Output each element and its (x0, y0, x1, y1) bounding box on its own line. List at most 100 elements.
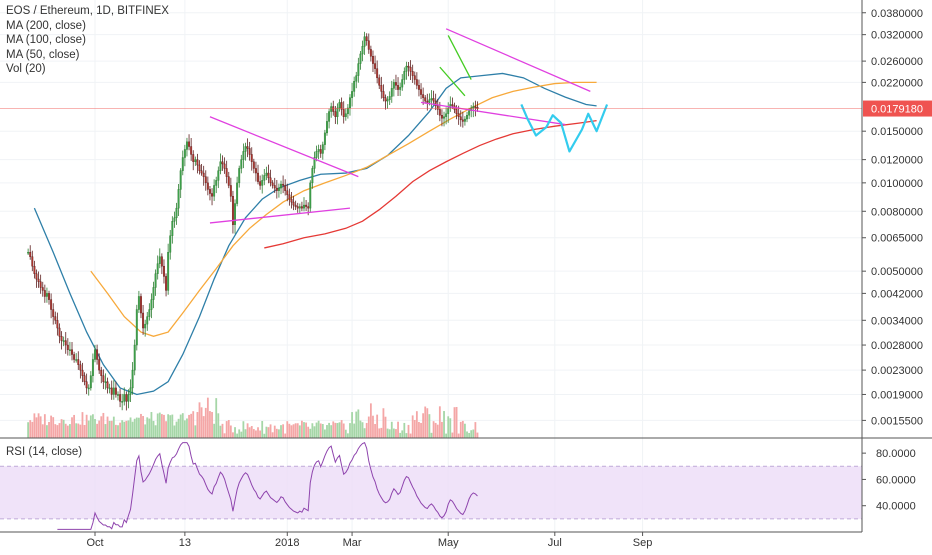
volume-bar-76 (186, 418, 188, 438)
volume-bar-192 (428, 414, 431, 438)
volume-bar-140 (319, 423, 322, 438)
volume-bar-119 (275, 428, 278, 438)
candle-body-138 (315, 151, 318, 158)
volume-bar-135 (309, 428, 312, 438)
candle-body-97 (229, 185, 232, 197)
candle-body-160 (361, 46, 364, 55)
volume-bar-86 (206, 397, 209, 438)
time-tick-label-5: Jul (548, 537, 562, 549)
candle-body-7 (41, 287, 44, 291)
volume-bar-123 (284, 433, 287, 438)
price-tick-label-12: 0.0028000 (871, 340, 923, 352)
candle-body-31 (91, 359, 94, 376)
candle-body-154 (349, 97, 351, 109)
volume-bar-71 (175, 421, 178, 438)
volume-bar-202 (449, 418, 452, 438)
candle-body-186 (415, 79, 418, 86)
price-tick-label-5: 0.0120000 (871, 155, 923, 167)
volume-bar-41 (112, 416, 115, 438)
volume-bar-165 (372, 415, 374, 438)
volume-bar-18 (64, 423, 67, 438)
candle-body-25 (79, 364, 82, 371)
volume-bar-203 (451, 432, 454, 438)
volume-bar-110 (257, 427, 259, 438)
volume-bar-149 (338, 422, 341, 438)
volume-bar-28 (85, 414, 88, 438)
candle-body-152 (344, 113, 347, 117)
volume-bar-2 (31, 421, 34, 438)
volume-bar-84 (202, 416, 205, 438)
candle-body-122 (282, 183, 285, 186)
candle-body-133 (305, 204, 308, 207)
volume-bar-32 (94, 419, 96, 438)
candle-body-176 (395, 82, 397, 86)
rsi-tick-label-1: 60.0000 (876, 474, 916, 486)
candle-body-93 (221, 161, 224, 165)
volume-bar-171 (384, 416, 387, 438)
volume-bar-185 (413, 419, 416, 438)
candle-body-26 (81, 369, 84, 376)
volume-bar-173 (388, 429, 391, 438)
candle-body-101 (238, 168, 241, 184)
volume-bar-42 (115, 424, 117, 438)
price-tick-label-4: 0.0150000 (871, 126, 923, 138)
candle-body-179 (401, 79, 404, 88)
volume-bar-69 (171, 414, 174, 438)
volume-bar-5 (37, 413, 40, 438)
candle-body-14 (56, 320, 59, 329)
candle-body-22 (73, 354, 76, 360)
candle-body-49 (129, 387, 132, 395)
volume-bar-33 (96, 423, 98, 438)
volume-bar-60 (152, 420, 155, 438)
candle-body-209 (463, 118, 466, 122)
candle-body-163 (367, 40, 370, 50)
candle-body-106 (248, 148, 251, 155)
volume-bar-214 (474, 422, 477, 438)
volume-bar-197 (438, 406, 441, 438)
volume-bar-147 (334, 422, 337, 438)
candle-body-73 (179, 170, 182, 190)
candle-body-205 (455, 109, 458, 114)
candle-body-200 (445, 113, 448, 117)
volume-bar-94 (223, 433, 226, 438)
volume-bar-200 (445, 433, 448, 438)
volume-bar-37 (104, 424, 107, 438)
volume-bar-43 (117, 425, 119, 438)
rsi-line (57, 441, 478, 530)
volume-bar-121 (280, 425, 282, 438)
candle-body-153 (346, 107, 349, 114)
candle-body-67 (167, 252, 170, 291)
candle-body-210 (466, 115, 468, 120)
candle-body-175 (392, 82, 395, 89)
candle-body-140 (319, 149, 322, 154)
volume-bar-211 (468, 432, 471, 438)
candle-body-27 (83, 375, 86, 382)
volume-bar-154 (349, 423, 351, 438)
candle-body-32 (94, 349, 96, 360)
candle-body-181 (405, 65, 408, 72)
volume-bar-215 (476, 432, 479, 438)
annotation-triangle-1-lower (209, 207, 351, 224)
candle-body-81 (196, 159, 199, 166)
candle-body-174 (390, 88, 393, 97)
volume-bar-15 (58, 423, 61, 438)
volume-bar-27 (83, 424, 86, 438)
price-tick-label-1: 0.0320000 (871, 30, 923, 42)
rsi-legend: RSI (14, close) (6, 446, 83, 458)
candle-body-62 (156, 263, 159, 274)
volume-bar-187 (418, 421, 420, 438)
volume-bar-12 (52, 417, 55, 438)
candle-body-17 (62, 340, 65, 342)
volume-bar-24 (77, 423, 80, 438)
candle-body-20 (68, 349, 71, 351)
candle-body-84 (202, 172, 205, 177)
volume-bar-212 (470, 430, 473, 438)
volume-bar-161 (363, 428, 366, 438)
candle-body-198 (440, 115, 443, 119)
candle-body-120 (277, 187, 280, 191)
candle-body-118 (273, 185, 276, 189)
candle-body-119 (275, 187, 278, 191)
legend: EOS / Ethereum, 1D, BITFINEX MA (200, cl… (6, 4, 169, 77)
